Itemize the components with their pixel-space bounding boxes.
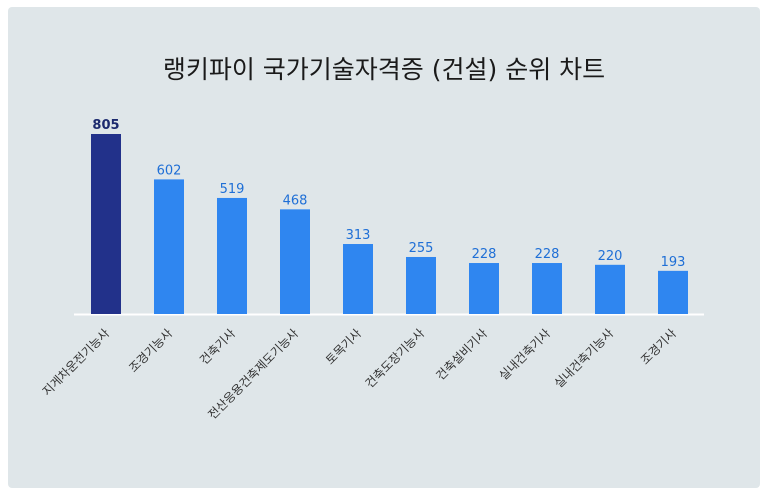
bar-4: [280, 209, 310, 314]
value-label-4: 468: [283, 193, 308, 208]
bar-1: [91, 134, 121, 314]
value-label-10: 193: [661, 255, 686, 270]
category-label-2: 조경기능사: [126, 326, 175, 375]
category-label-10: 조경기사: [638, 326, 679, 367]
bar-5: [343, 244, 373, 314]
bar-2: [154, 179, 184, 314]
category-label-9: 실내건축기능사: [552, 326, 617, 391]
bar-8: [532, 263, 562, 314]
value-label-9: 220: [598, 249, 623, 264]
bar-7: [469, 263, 499, 314]
category-label-5: 토목기사: [323, 326, 364, 367]
value-label-3: 519: [220, 182, 245, 197]
category-label-3: 건축기사: [197, 326, 238, 367]
bar-6: [406, 256, 436, 314]
value-label-1: 805: [92, 118, 119, 133]
chart-title: 랭키파이 국가기술자격증 (건설) 순위 차트: [162, 55, 606, 84]
value-label-7: 228: [472, 247, 497, 262]
bar-3: [217, 197, 247, 314]
value-label-6: 255: [409, 241, 434, 256]
value-label-5: 313: [346, 228, 371, 243]
category-label-8: 실내건축기사: [496, 326, 553, 383]
category-label-6: 건축도장기능사: [363, 326, 428, 391]
bar-9: [595, 264, 625, 314]
category-label-7: 건축설비기사: [433, 326, 490, 383]
chart-background: [8, 7, 760, 488]
value-label-8: 228: [535, 247, 560, 262]
category-label-1: 지게차운전기능사: [40, 326, 112, 398]
value-label-2: 602: [157, 163, 182, 178]
bar-10: [658, 270, 688, 314]
